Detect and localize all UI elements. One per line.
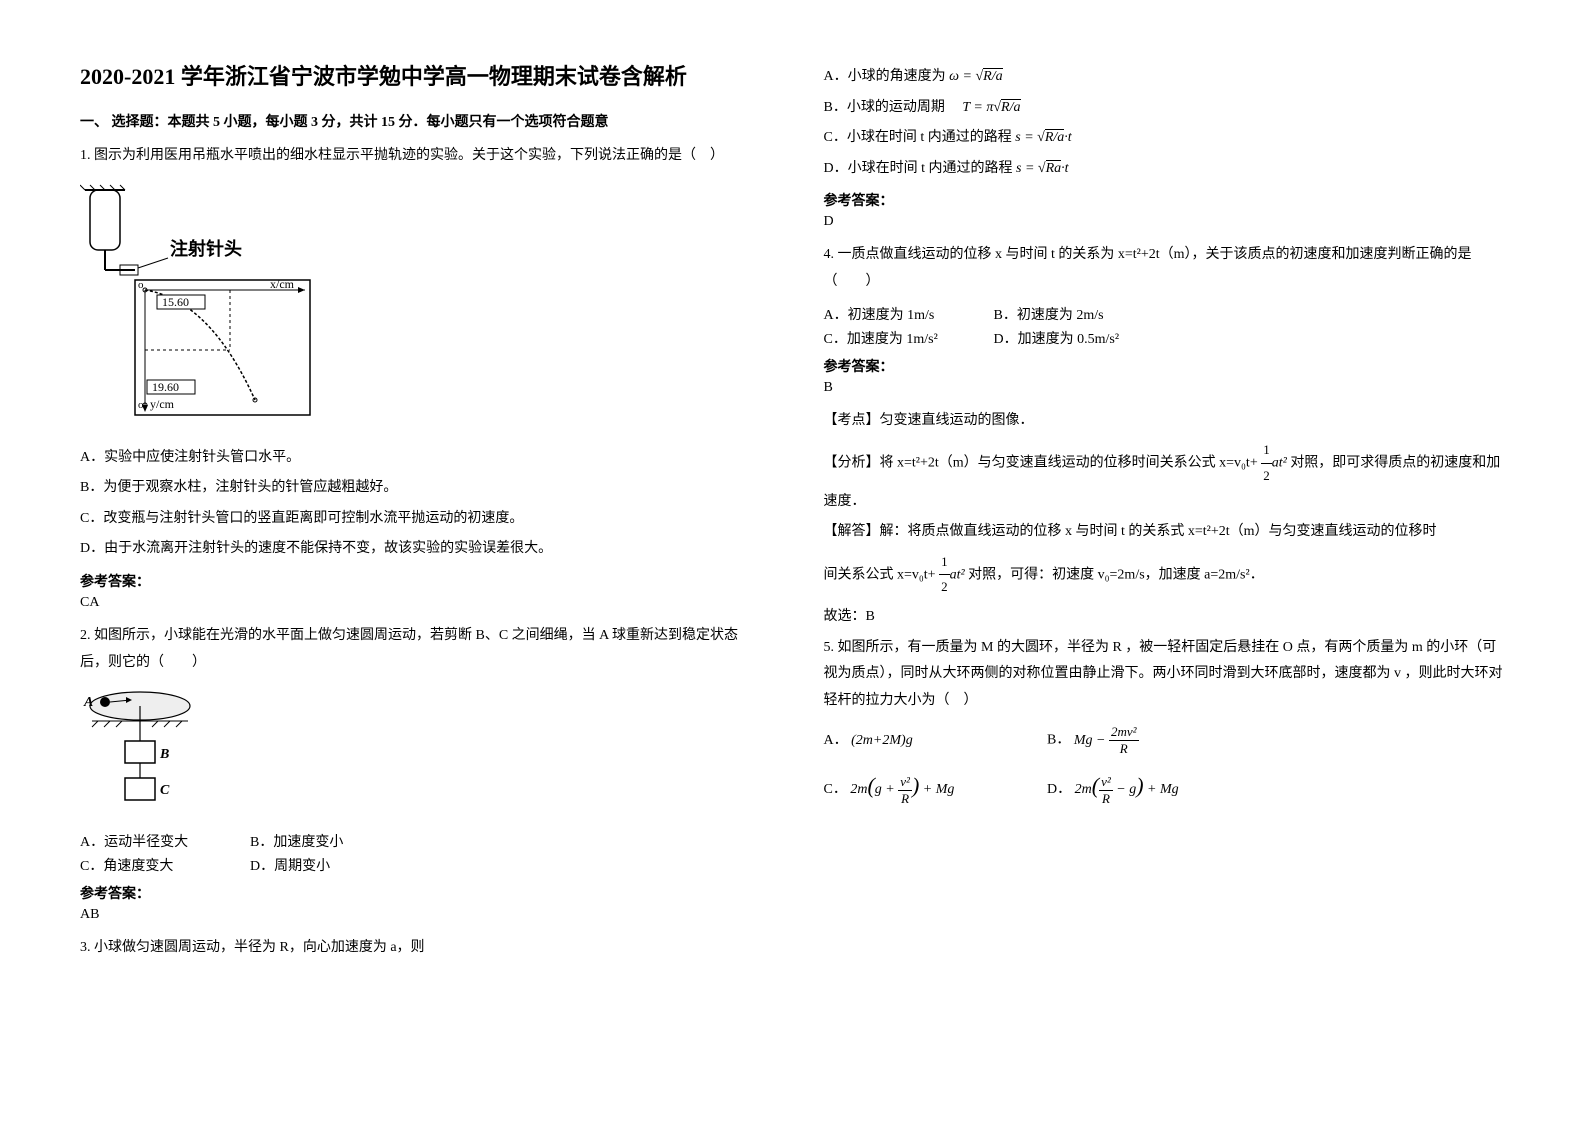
q3-optC: C．小球在时间 t 内通过的路程 s = √R/a·t (824, 125, 1508, 152)
q2-optB: B．加速度变小 (250, 831, 390, 851)
q5-text: 5. 如图所示，有一质量为 M 的大圆环，半径为 R ，被一轻杆固定后悬挂在 O… (824, 635, 1508, 715)
q3-optB-pre: B．小球的运动周期 (824, 100, 959, 115)
q1-optB: B．为便于观察水柱，注射针头的针管应越粗越好。 (80, 475, 764, 502)
q4-kaodian: 【考点】匀变速直线运动的图像． (824, 408, 1508, 435)
diagram-label: 注射针头 (170, 238, 242, 259)
page-title: 2020-2021 学年浙江省宁波市学勉中学高一物理期末试卷含解析 (80, 60, 764, 93)
q5-optB: B． Mg − 2mv²R (1047, 724, 1139, 757)
q1-answer: CA (80, 595, 764, 611)
q2-optC: C．角速度变大 (80, 855, 220, 875)
q1-text: 1. 图示为利用医用吊瓶水平喷出的细水柱显示平抛轨迹的实验。关于这个实验，下列说… (80, 143, 764, 170)
q4-jieda-pre: 【解答】解：将质点做直线运动的位移 x 与时间 t 的关系式 x=t²+2t（m… (824, 524, 1437, 539)
q3-optB: B．小球的运动周期 T = π√R/a (824, 95, 1508, 122)
q1-optD: D．由于水流离开注射针头的速度不能保持不变，故该实验的实验误差很大。 (80, 536, 764, 563)
q5-optC: C． 2m(g + v²R) + Mg (824, 773, 1044, 806)
svg-text:x/cm: x/cm (270, 277, 295, 291)
q4-optA: A．初速度为 1m/s (824, 304, 964, 324)
q4-answer-label: 参考答案： (824, 356, 1508, 376)
q4-optC: C．加速度为 1m/s² (824, 328, 964, 348)
q1-optA: A．实验中应使注射针头管口水平。 (80, 445, 764, 472)
q2-text: 2. 如图所示，小球能在光滑的水平面上做匀速圆周运动，若剪断 B、C 之间细绳，… (80, 623, 764, 676)
svg-text:C: C (160, 783, 170, 798)
svg-text:15.60: 15.60 (162, 295, 189, 309)
q3-optA-formula: ω = √R/a (949, 68, 1002, 84)
frac-icon: 12 (1261, 438, 1272, 488)
q4-fenxi: 【分析】将 x=t²+2t（m）与匀变速直线运动的位移时间关系公式 x=v₀t+… (824, 438, 1508, 515)
q2-answer: AB (80, 907, 764, 923)
svg-text:B: B (159, 747, 169, 762)
q3-optC-formula: s = √R/a·t (1015, 129, 1071, 145)
q4-answer: B (824, 380, 1508, 396)
q1-optC: C．改变瓶与注射针头管口的竖直距离即可控制水流平抛运动的初速度。 (80, 506, 764, 533)
svg-text:19.60: 19.60 (152, 380, 179, 394)
q5-optA: A． (2m+2M)g (824, 729, 1044, 749)
q4-jieda: 【解答】解：将质点做直线运动的位移 x 与时间 t 的关系式 x=t²+2t（m… (824, 519, 1508, 546)
q2-options-row2: C．角速度变大 D．周期变小 (80, 855, 764, 875)
q4-optB: B．初速度为 2m/s (994, 304, 1134, 324)
q4-text: 4. 一质点做直线运动的位移 x 与时间 t 的关系为 x=t²+2t（m），关… (824, 242, 1508, 295)
q1-diagram: 注射针头 x/cm o o y/cm (80, 180, 764, 435)
svg-text:A: A (83, 695, 93, 710)
q4-jieda-post: 对照，可得：初速度 v₀=2m/s，加速度 a=2m/s²． (968, 567, 1264, 582)
q3-answer-label: 参考答案： (824, 190, 1508, 210)
frac-icon: 12 (939, 550, 950, 600)
q2-options-row1: A．运动半径变大 B．加速度变小 (80, 831, 764, 851)
q3-optB-formula: T = π√R/a (962, 99, 1020, 115)
q3-optC-pre: C．小球在时间 t 内通过的路程 (824, 130, 1012, 145)
q4-jieda-mid: 间关系公式 x=v₀t+ (824, 567, 936, 582)
q4-fenxi-pre: 【分析】将 x=t²+2t（m）与匀变速直线运动的位移时间关系公式 x=v₀t+ (824, 456, 1258, 471)
q3-optD: D．小球在时间 t 内通过的路程 s = √Ra·t (824, 156, 1508, 183)
q3-text: 3. 小球做匀速圆周运动，半径为 R，向心加速度为 a，则 (80, 935, 764, 962)
svg-text:y/cm: y/cm (150, 397, 175, 411)
q1-answer-label: 参考答案： (80, 571, 764, 591)
q3-text-span: 3. 小球做匀速圆周运动，半径为 R，向心加速度为 a，则 (80, 940, 425, 955)
q5-options-row2: C． 2m(g + v²R) + Mg D． 2m(v²R − g) + Mg (824, 773, 1508, 806)
q4-options-row2: C．加速度为 1m/s² D．加速度为 0.5m/s² (824, 328, 1508, 348)
q2-answer-label: 参考答案： (80, 883, 764, 903)
q4-frac-tail2: at² (950, 567, 965, 582)
q4-optD: D．加速度为 0.5m/s² (994, 328, 1134, 348)
q3-answer: D (824, 214, 1508, 230)
q2-diagram: A B C (80, 686, 764, 821)
q5-optD: D． 2m(v²R − g) + Mg (1047, 773, 1179, 806)
q4-jieda2: 间关系公式 x=v₀t+ 12at² 对照，可得：初速度 v₀=2m/s，加速度… (824, 550, 1508, 600)
q3-optD-pre: D．小球在时间 t 内通过的路程 (824, 161, 1013, 176)
q4-frac-tail: at² (1272, 456, 1287, 471)
q4-options-row1: A．初速度为 1m/s B．初速度为 2m/s (824, 304, 1508, 324)
q2-optD: D．周期变小 (250, 855, 390, 875)
q3-optA: A．小球的角速度为 ω = √R/a (824, 64, 1508, 91)
q3-optA-pre: A．小球的角速度为 (824, 69, 946, 84)
svg-text:o: o (138, 279, 144, 291)
section-header: 一、 选择题：本题共 5 小题，每小题 3 分，共计 15 分．每小题只有一个选… (80, 111, 764, 131)
svg-text:o: o (138, 399, 144, 411)
q2-optA: A．运动半径变大 (80, 831, 220, 851)
q3-optD-formula: s = √Ra·t (1016, 160, 1069, 176)
q4-guxuan: 故选：B (824, 604, 1508, 631)
q5-options-row1: A． (2m+2M)g B． Mg − 2mv²R (824, 724, 1508, 757)
